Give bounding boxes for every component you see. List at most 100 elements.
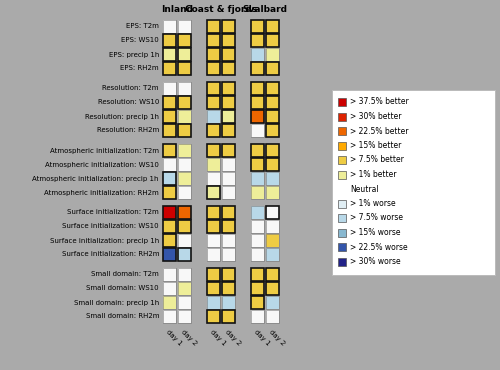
Bar xyxy=(266,48,279,61)
Bar xyxy=(163,110,176,123)
Bar xyxy=(163,48,176,61)
Bar xyxy=(266,144,279,157)
Bar xyxy=(163,96,176,109)
Bar xyxy=(163,206,176,219)
Text: > 22.5% better: > 22.5% better xyxy=(350,127,408,135)
Bar xyxy=(338,127,346,135)
Bar xyxy=(207,172,220,185)
Bar xyxy=(207,34,220,47)
Bar xyxy=(222,220,235,233)
Text: Resolution: precip 1h: Resolution: precip 1h xyxy=(85,114,159,120)
Bar xyxy=(207,186,220,199)
Bar xyxy=(207,158,220,171)
Bar xyxy=(163,144,176,157)
Bar xyxy=(207,124,220,137)
Bar xyxy=(338,156,346,164)
Bar xyxy=(163,20,176,33)
Text: Resolution: T2m: Resolution: T2m xyxy=(102,85,159,91)
Bar xyxy=(222,124,235,137)
Bar xyxy=(163,144,176,157)
Text: Surface initialization: RH2m: Surface initialization: RH2m xyxy=(62,252,159,258)
Bar xyxy=(207,48,220,61)
Bar xyxy=(163,234,176,247)
Bar xyxy=(222,110,235,123)
Bar xyxy=(178,110,191,123)
Bar xyxy=(207,48,220,61)
Bar xyxy=(266,62,279,75)
Bar xyxy=(332,90,495,275)
Bar xyxy=(178,282,191,295)
Bar xyxy=(266,144,279,157)
Text: > 15% worse: > 15% worse xyxy=(350,228,401,237)
Bar xyxy=(178,310,191,323)
Bar xyxy=(266,248,279,261)
Bar xyxy=(163,234,176,247)
Bar xyxy=(251,186,264,199)
Bar xyxy=(178,48,191,61)
Bar xyxy=(178,296,191,309)
Bar xyxy=(251,268,264,281)
Bar xyxy=(207,206,220,219)
Bar xyxy=(178,186,191,199)
Bar xyxy=(222,234,235,247)
Bar xyxy=(251,186,264,199)
Bar xyxy=(222,20,235,33)
Bar xyxy=(266,296,279,309)
Bar xyxy=(178,234,191,247)
Bar xyxy=(178,220,191,233)
Bar xyxy=(266,62,279,75)
Bar xyxy=(178,268,191,281)
Bar xyxy=(163,248,176,261)
Bar xyxy=(178,82,191,95)
Bar xyxy=(207,144,220,157)
Bar xyxy=(207,20,220,33)
Bar xyxy=(338,171,346,178)
Bar xyxy=(338,214,346,222)
Bar xyxy=(251,20,264,33)
Bar xyxy=(222,124,235,137)
Bar xyxy=(222,296,235,309)
Bar xyxy=(266,20,279,33)
Text: day 2: day 2 xyxy=(268,329,286,347)
Text: EPS: RH2m: EPS: RH2m xyxy=(120,65,159,71)
Bar xyxy=(163,310,176,323)
Bar xyxy=(178,206,191,219)
Text: day 1: day 1 xyxy=(254,329,272,347)
Bar xyxy=(178,124,191,137)
Bar xyxy=(178,234,191,247)
Bar xyxy=(178,96,191,109)
Bar xyxy=(266,186,279,199)
Text: > 1% better: > 1% better xyxy=(350,170,397,179)
Bar xyxy=(178,144,191,157)
Bar xyxy=(178,282,191,295)
Bar xyxy=(266,220,279,233)
Bar xyxy=(222,20,235,33)
Bar xyxy=(266,206,279,219)
Bar xyxy=(266,206,279,219)
Bar xyxy=(266,310,279,323)
Bar xyxy=(266,172,279,185)
Bar xyxy=(163,220,176,233)
Bar xyxy=(222,296,235,309)
Bar xyxy=(251,282,264,295)
Bar xyxy=(251,296,264,309)
Bar xyxy=(163,34,176,47)
Bar xyxy=(251,124,264,137)
Text: Svalbard: Svalbard xyxy=(242,6,288,14)
Bar xyxy=(338,258,346,266)
Text: > 1% worse: > 1% worse xyxy=(350,199,396,208)
Bar xyxy=(207,310,220,323)
Bar xyxy=(207,82,220,95)
Bar xyxy=(178,158,191,171)
Bar xyxy=(178,248,191,261)
Bar xyxy=(207,310,220,323)
Bar xyxy=(222,172,235,185)
Text: EPS: precip 1h: EPS: precip 1h xyxy=(108,51,159,57)
Bar xyxy=(207,234,220,247)
Bar xyxy=(222,282,235,295)
Bar xyxy=(222,248,235,261)
Bar xyxy=(207,206,220,219)
Bar xyxy=(251,34,264,47)
Bar xyxy=(163,110,176,123)
Bar xyxy=(163,124,176,137)
